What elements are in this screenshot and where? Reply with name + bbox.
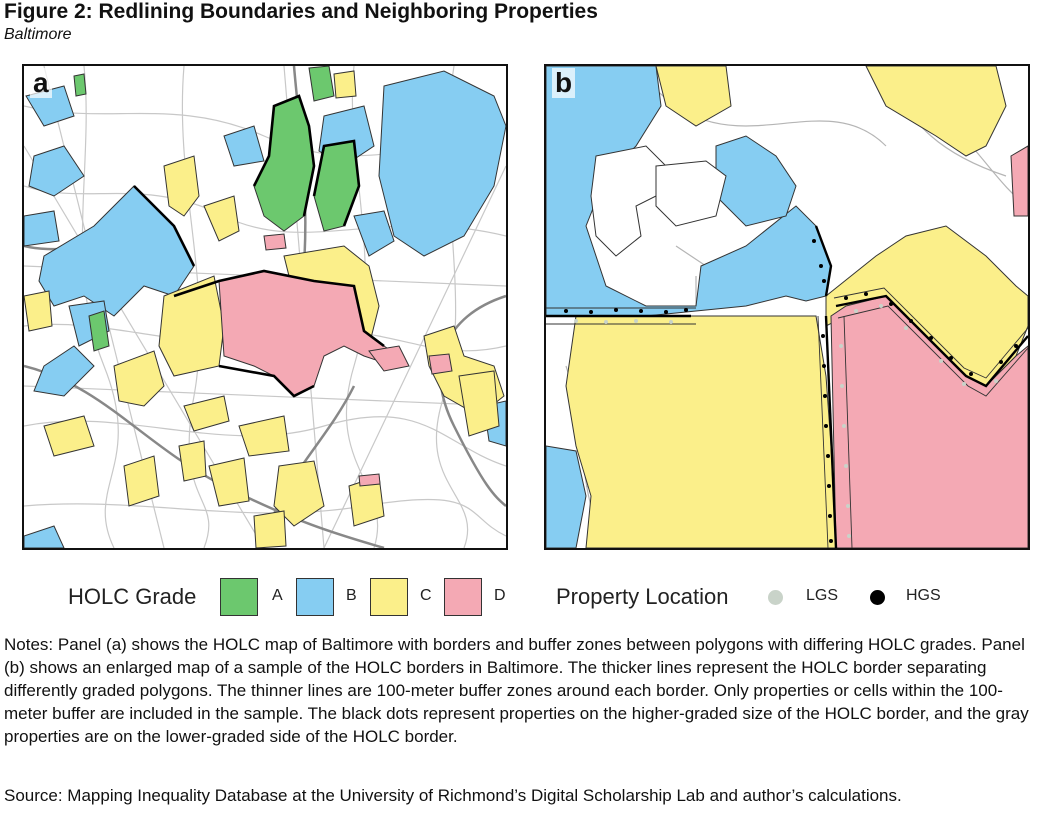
lgs-property-dots — [574, 304, 998, 538]
hgs-label: HGS — [906, 587, 941, 604]
hgs-dot-icon — [870, 590, 885, 605]
panel-b-label: b — [552, 68, 576, 98]
lgs-label: LGS — [806, 587, 839, 604]
map-a-canvas — [24, 66, 506, 548]
figure-subtitle: Baltimore — [4, 26, 72, 43]
buffer-zones-b — [546, 287, 1028, 548]
ungraded-areas-b — [590, 145, 727, 257]
grade-d-polygons — [218, 233, 453, 487]
map-panel-a: a — [22, 64, 508, 550]
grade-d-swatch — [444, 578, 482, 616]
figure-title: Figure 2: Redlining Boundaries and Neigh… — [4, 0, 598, 23]
holc-borders-b — [546, 225, 1028, 548]
grade-a-swatch — [220, 578, 258, 616]
grade-c-swatch — [370, 578, 408, 616]
grade-c-areas-b — [565, 66, 1028, 548]
legend-grade-title: HOLC Grade — [68, 584, 197, 609]
holc-borders — [133, 94, 385, 398]
figure-notes: Notes: Panel (a) shows the HOLC map of B… — [4, 635, 1029, 746]
panel-a-label: a — [30, 68, 52, 98]
grade-a-label: A — [272, 587, 283, 604]
map-b-canvas — [546, 66, 1028, 548]
grade-a-polygons — [73, 66, 360, 352]
figure-source: Source: Mapping Inequality Database at t… — [4, 786, 902, 805]
legend-property-title: Property Location — [556, 584, 729, 609]
grade-d-label: D — [494, 587, 506, 604]
grade-c-label: C — [420, 587, 432, 604]
map-legend: HOLC Grade A B C D Property Location LGS… — [0, 578, 1044, 618]
lgs-dot-icon — [768, 590, 783, 605]
hgs-property-dots — [564, 239, 1018, 543]
grade-b-label: B — [346, 587, 357, 604]
grade-b-swatch — [296, 578, 334, 616]
map-panel-b: b — [544, 64, 1030, 550]
